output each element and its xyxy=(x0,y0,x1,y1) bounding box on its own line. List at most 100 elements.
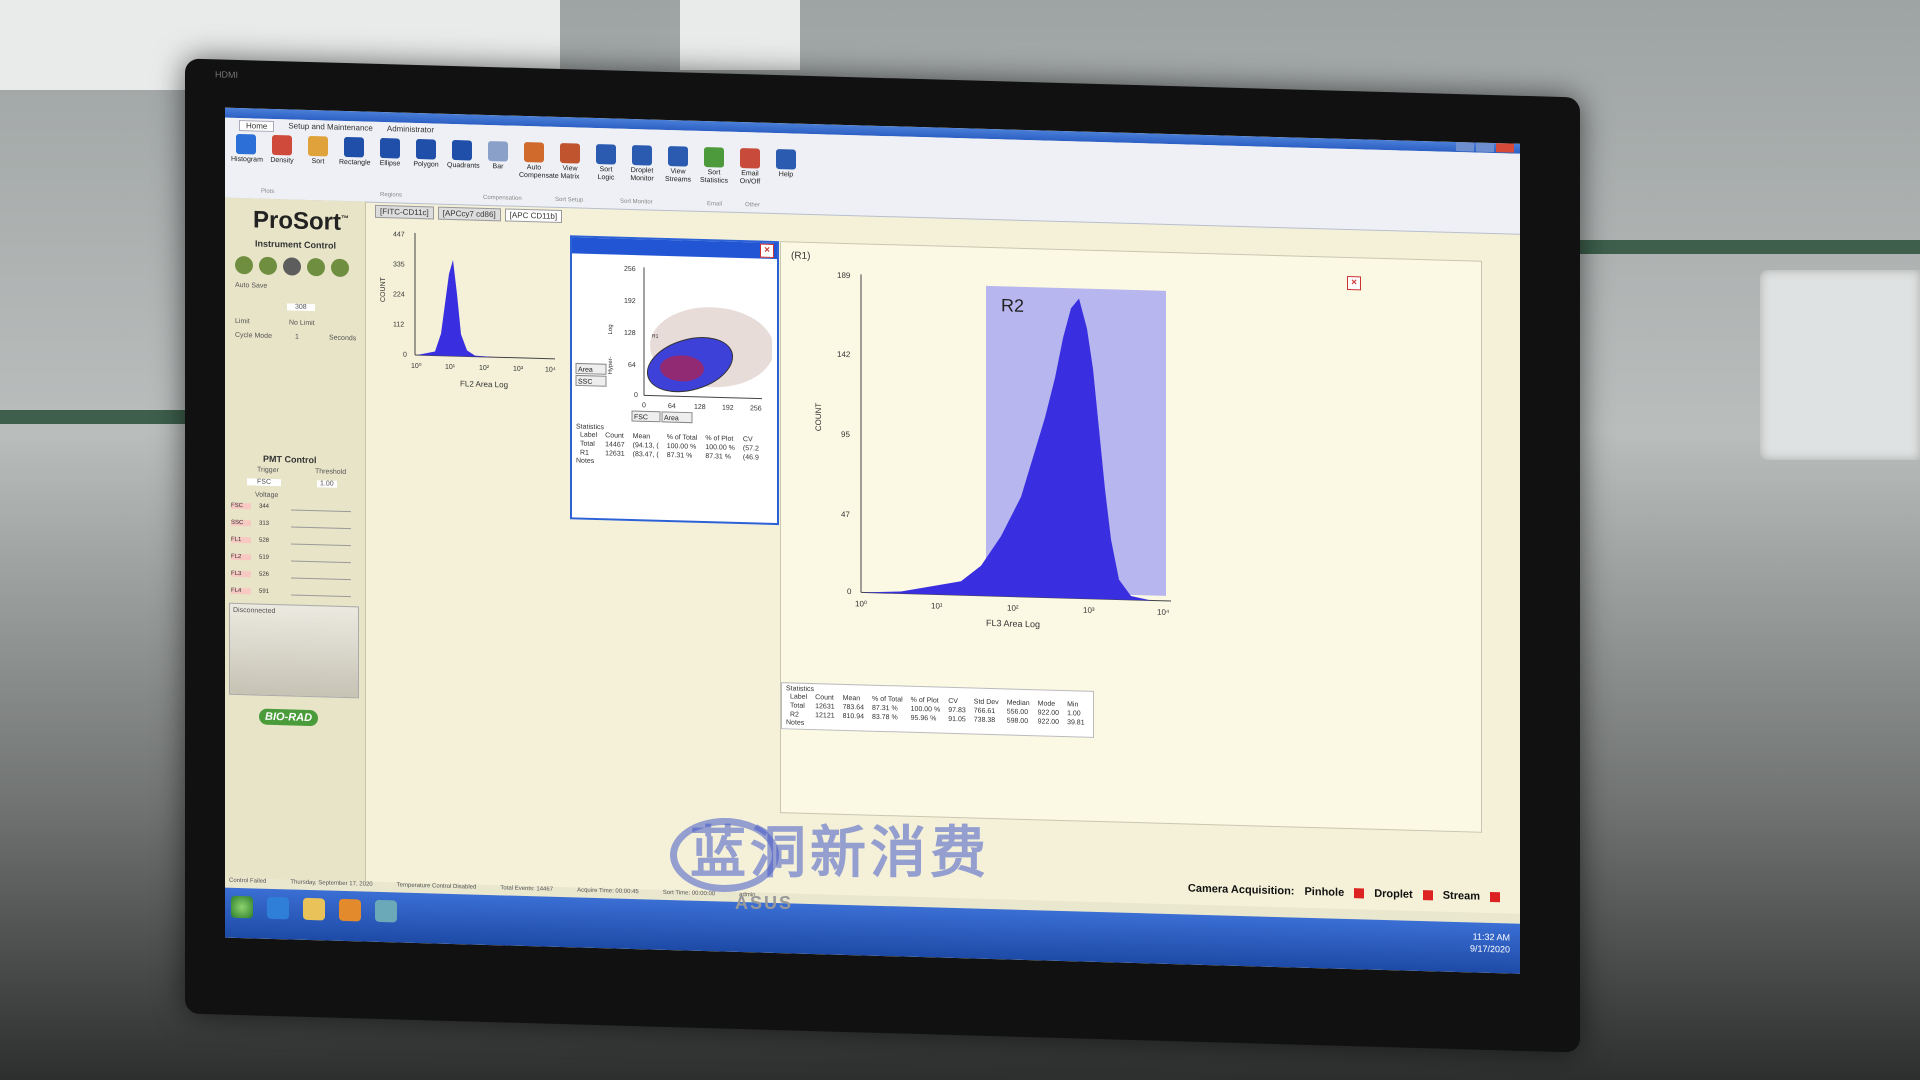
fl3-histogram[interactable]: R2 COUNT FL3 Area Log 189 142 95 47 0 10… xyxy=(801,261,1361,647)
counter-field[interactable]: 308 xyxy=(287,303,315,312)
vendor-logo: BIO-RAD xyxy=(259,708,319,727)
ribbon-tool-streams[interactable]: View Streams xyxy=(663,146,693,185)
y-select-area[interactable] xyxy=(575,362,607,375)
tab-setup[interactable]: Setup and Maintenance xyxy=(288,121,373,133)
pinhole-indicator[interactable] xyxy=(1354,888,1365,899)
pmt-voltage[interactable]: 519 xyxy=(259,554,270,561)
ribbon-tool-ellipse[interactable]: Ellipse xyxy=(375,137,405,169)
rectangle-icon xyxy=(344,136,364,158)
group-label: Other xyxy=(745,202,761,209)
bezel-logo: HDMI xyxy=(215,69,238,80)
ribbon-tool-density[interactable]: Density xyxy=(267,134,297,166)
x-axis-label: FL2 Area Log xyxy=(460,379,508,389)
y-tick: 192 xyxy=(624,298,636,305)
droplet-icon xyxy=(632,145,652,166)
pmt-voltage[interactable]: 526 xyxy=(259,571,270,578)
x-tick: 10⁴ xyxy=(545,367,556,374)
ribbon-tool-matrix[interactable]: View Matrix xyxy=(555,142,585,182)
pmt-slider[interactable] xyxy=(291,509,351,513)
camera-pinhole[interactable]: Pinhole xyxy=(1304,885,1345,899)
ribbon-tool-quadrants[interactable]: Quadrants xyxy=(447,139,480,171)
ribbon-tool-sort-logic[interactable]: Sort Logic xyxy=(591,143,621,183)
x-tick: 10³ xyxy=(513,366,524,373)
tab-admin[interactable]: Administrator xyxy=(386,124,434,135)
trigger-select[interactable]: FSC xyxy=(247,478,281,487)
x-select-label: Area xyxy=(664,415,679,422)
density-plot-window[interactable]: × R1 256 192 128 64 0 0 64 128 192 256 L… xyxy=(570,235,779,526)
pmt-slider[interactable] xyxy=(291,543,351,547)
restart-button[interactable] xyxy=(283,257,301,276)
cycle-mode-checkbox[interactable]: Cycle Mode xyxy=(235,331,272,340)
x-tick: 0 xyxy=(642,402,646,409)
droplet-indicator[interactable] xyxy=(1422,890,1433,901)
ribbon-tool-polygon[interactable]: Polygon xyxy=(411,138,441,170)
close-icon[interactable]: × xyxy=(760,243,774,258)
x-select-fsc[interactable] xyxy=(631,410,661,423)
start-button[interactable] xyxy=(231,895,253,919)
pmt-voltage[interactable]: 344 xyxy=(259,503,270,510)
ribbon-tool-label: Density xyxy=(270,156,294,165)
ribbon-tool-help[interactable]: Help xyxy=(771,149,801,180)
shelf-edge xyxy=(0,410,200,424)
minimize-button[interactable] xyxy=(1456,142,1474,152)
pmt-slider[interactable] xyxy=(291,577,351,581)
x-tick: 128 xyxy=(694,404,706,411)
ribbon-tool-email[interactable]: Email On/Off xyxy=(735,148,765,187)
folder-icon[interactable] xyxy=(303,897,325,921)
doc-tab[interactable]: [APCcy7 cd86] xyxy=(437,206,501,222)
y-select-ssc[interactable] xyxy=(575,374,607,387)
system-clock[interactable]: 11:32 AM 9/17/2020 xyxy=(1470,930,1510,955)
clean-button[interactable] xyxy=(331,258,349,278)
camera-droplet[interactable]: Droplet xyxy=(1374,887,1413,901)
density-plot[interactable]: R1 256 192 128 64 0 0 64 128 192 256 Log… xyxy=(572,253,772,429)
ribbon-tool-histogram[interactable]: Histogram xyxy=(231,133,263,165)
camera-stream[interactable]: Stream xyxy=(1442,889,1480,903)
pmt-slider[interactable] xyxy=(291,526,351,530)
pmt-slider[interactable] xyxy=(291,560,351,564)
fl2-histogram[interactable]: COUNT FL2 Area Log 447 335 224 112 0 10⁰… xyxy=(375,222,565,407)
tab-home[interactable]: Home xyxy=(239,120,275,133)
ribbon-tool-rectangle[interactable]: Rectangle xyxy=(339,136,371,168)
doc-tab[interactable]: [FITC-CD11c] xyxy=(375,204,434,220)
help-icon xyxy=(776,149,796,170)
stream-indicator[interactable] xyxy=(1490,891,1500,903)
ribbon-tool-compensate[interactable]: Auto Compensate xyxy=(519,141,559,181)
group-label: Regions xyxy=(380,191,403,199)
x-tick: 64 xyxy=(668,403,676,410)
pmt-label: FL3 xyxy=(231,570,251,578)
pmt-voltage[interactable]: 591 xyxy=(259,588,270,595)
document-tabs: [FITC-CD11c] [APCcy7 cd86] [APC CD11b] xyxy=(375,204,563,224)
status-panel: Disconnected xyxy=(229,602,359,699)
pmt-voltage[interactable]: 528 xyxy=(259,537,270,544)
pmt-slider[interactable] xyxy=(291,594,351,598)
ribbon-tool-bar[interactable]: Bar xyxy=(483,140,513,172)
stop-button[interactable] xyxy=(307,257,325,277)
main-statistics: Statistics Label Count Mean% of Total% of … xyxy=(781,682,1094,738)
pmt-row: FL3 526 xyxy=(231,570,356,584)
ribbon-tool-label: Droplet Monitor xyxy=(630,166,654,183)
ribbon-tool-sort[interactable]: Sort xyxy=(303,135,333,167)
play-button[interactable] xyxy=(235,255,253,275)
limit-checkbox[interactable]: Limit xyxy=(235,317,250,326)
wall-outlet xyxy=(1760,270,1920,460)
ribbon-tool-label: Help xyxy=(778,171,794,179)
fl3-histogram-window[interactable]: (R1) × R2 COUNT FL3 Area Log 189 142 95 … xyxy=(780,241,1482,833)
x-tick: 10² xyxy=(479,365,490,372)
cycle-value[interactable]: 1 xyxy=(295,333,299,341)
close-button[interactable] xyxy=(1496,143,1514,153)
ribbon-tool-statistics[interactable]: Sort Statistics xyxy=(699,147,729,186)
ribbon-tool-droplet[interactable]: Droplet Monitor xyxy=(627,145,657,184)
auto-save-checkbox[interactable]: Auto Save xyxy=(235,281,268,290)
threshold-field[interactable]: 1.00 xyxy=(317,480,337,488)
x-select-area[interactable] xyxy=(661,411,693,424)
pause-button[interactable] xyxy=(259,256,277,276)
maximize-button[interactable] xyxy=(1476,142,1494,153)
y-tick: 95 xyxy=(841,430,850,439)
pmt-voltage[interactable]: 313 xyxy=(259,520,270,527)
doc-tab[interactable]: [APC CD11b] xyxy=(504,208,563,224)
media-icon[interactable] xyxy=(339,898,361,922)
prosort-app-icon[interactable] xyxy=(375,899,397,923)
pmt-row: FSC 344 xyxy=(231,502,356,516)
ie-icon[interactable] xyxy=(267,896,289,920)
ribbon-tool-label: View Matrix xyxy=(560,165,580,181)
